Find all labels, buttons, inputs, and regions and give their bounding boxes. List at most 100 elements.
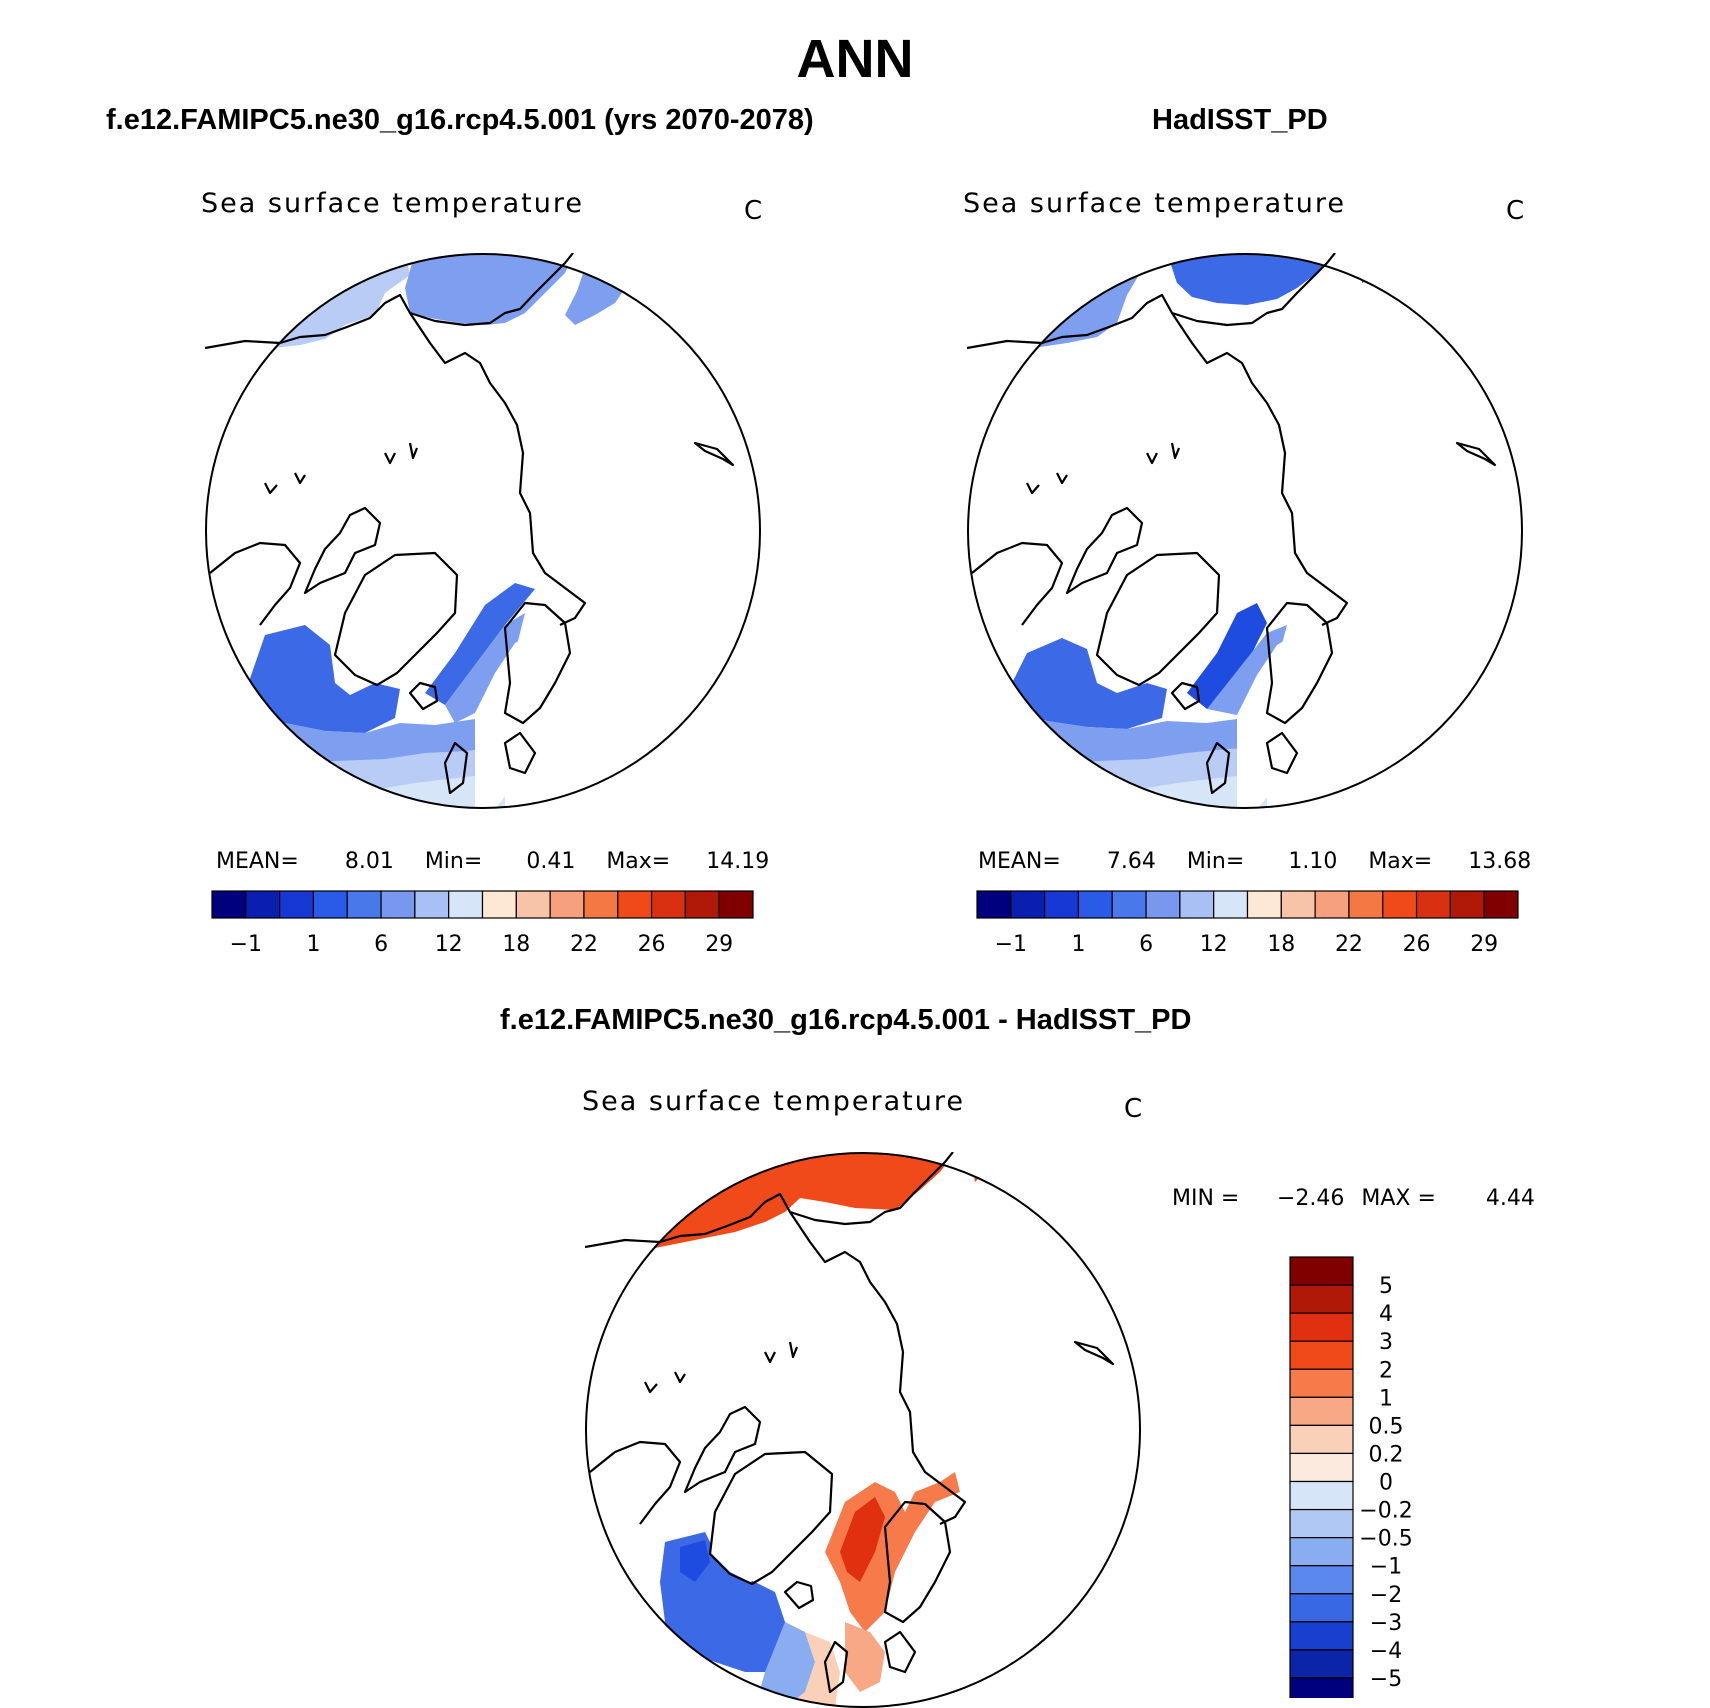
panel-1-colorbar-swatch (346, 890, 382, 919)
panel-2-coastlines (967, 253, 1497, 795)
panel-1-colorbar-swatch (414, 890, 450, 919)
panel-2-colorbar-swatch (976, 890, 1012, 919)
panel-3-max-value: 4.44 (1485, 1186, 1535, 1211)
panel-3-colorbar-swatch (1289, 1284, 1354, 1314)
panel-1-colorbar-swatch (245, 890, 281, 919)
panel-1-stats: MEAN= 8.01 Min= 0.41 Max= 14.19 (216, 849, 769, 874)
panel-2-colorbar-swatch (1179, 890, 1215, 919)
panel-3-colorbar-tick-label: −3 (1370, 1611, 1402, 1636)
panel-2-colorbar-swatch (1246, 890, 1282, 919)
panel-3-colorbar-tick-label: −2 (1370, 1583, 1402, 1608)
panel-2-map-boundary (967, 253, 1523, 809)
panel-2-colorbar-tick-label: 6 (1139, 932, 1153, 957)
panel-1-variable-label: Sea surface temperature (201, 188, 584, 219)
panel-2-colorbar-swatch (1145, 890, 1181, 919)
panel-3-min-value: −2.46 (1276, 1186, 1345, 1211)
panel-2-colorbar-swatch (1483, 890, 1519, 919)
panel-3-colorbar-tick-label: −5 (1370, 1667, 1402, 1692)
nordic-sst-mid (445, 613, 525, 723)
panel-1-units-label: C (744, 196, 763, 226)
panel-3-colorbar-tick-label: 5 (1379, 1274, 1393, 1299)
nordic-sst-mid (1207, 625, 1287, 715)
panel-2-colorbar-swatch (1280, 890, 1316, 919)
panel-3-colorbar-tick-label: −1 (1370, 1555, 1402, 1580)
panel-2-colorbar-tick-label: 22 (1335, 932, 1363, 957)
panel-1-colorbar-tick-label: 22 (570, 932, 598, 957)
greenland-land (1097, 553, 1217, 683)
panel-1-colorbar-swatch (684, 890, 720, 919)
panel-3-colorbar-tick-label: 0.5 (1369, 1414, 1404, 1439)
panel-2-colorbar-tick-label: 26 (1403, 932, 1431, 957)
nordic-diff-core (840, 1497, 885, 1582)
panel-2-map (967, 253, 1523, 809)
panel-3-colorbar-tick-label: 0 (1379, 1471, 1393, 1496)
panel-2-colorbar-tick-label: 29 (1470, 932, 1498, 957)
panel-1-colorbar: −1 1 6 12 18 22 26 29 (211, 890, 754, 957)
panel-1-colorbar-tick-label: 1 (306, 932, 320, 957)
labrador-sst-dark (245, 625, 400, 733)
panel-1-min-label: Min= (424, 849, 483, 874)
pacific-sst-mid (405, 254, 575, 325)
main-title: ANN (796, 29, 914, 89)
panel-1-colorbar-swatch (380, 890, 416, 919)
panel-2-min-value: 1.10 (1288, 849, 1338, 874)
panel-1-max-value: 14.19 (706, 849, 770, 874)
bering-sst (1357, 254, 1387, 283)
panel-1-colorbar-swatch (650, 890, 686, 919)
panel-3-coastlines (585, 1152, 1115, 1694)
panel-2-variable-label: Sea surface temperature (963, 188, 1346, 219)
panel-3-units-label: C (1124, 1094, 1143, 1124)
panel-1-colorbar-swatch (312, 890, 348, 919)
panel-3-colorbar-swatch (1289, 1452, 1354, 1483)
panel-1-colorbar-swatch (515, 890, 551, 919)
nordic-sst-dark (1187, 603, 1267, 709)
panel-1-map (205, 253, 761, 809)
panel-2-colorbar-tick-label: 18 (1267, 932, 1295, 957)
panel-3-colorbar-tick-label: 2 (1379, 1358, 1393, 1383)
panel-3-colorbar-tick-label: −4 (1370, 1639, 1402, 1664)
atlantic-diff-cool (755, 1622, 815, 1707)
panel-1-colorbar-swatch (211, 890, 247, 919)
panel-2-mean-value: 7.64 (1106, 849, 1156, 874)
greenland-land (335, 553, 455, 683)
panel-1-colorbar-swatch (583, 890, 619, 919)
panel-3-colorbar-swatch (1289, 1480, 1354, 1511)
panel-2-colorbar-swatch (1348, 890, 1384, 919)
panel-3-colorbar-swatch (1289, 1537, 1354, 1567)
panel-3-variable-label: Sea surface temperature (582, 1086, 965, 1117)
panel-3-colorbar-tick-label: 3 (1379, 1330, 1393, 1355)
panel-3-map (585, 1152, 1141, 1708)
panel-1-colorbar-swatch (481, 890, 517, 919)
panel-3-colorbar-swatch (1289, 1508, 1354, 1539)
panel-2-colorbar-swatch (1077, 890, 1113, 919)
panel-2-stats: MEAN= 7.64 Min= 1.10 Max= 13.68 (978, 849, 1531, 874)
panel-2-max-value: 13.68 (1468, 849, 1532, 874)
panel-3-colorbar-swatch (1289, 1312, 1354, 1342)
panel-3-colorbar-swatch (1289, 1340, 1354, 1370)
panel-1-min-value: 0.41 (526, 849, 576, 874)
panel-1-colorbar-swatch (718, 890, 754, 919)
atlantic-diff-neutral (785, 1632, 840, 1707)
panel-1-colorbar-tick-label: 18 (502, 932, 530, 957)
panel-3-colorbar-tick-label: −0.5 (1359, 1527, 1412, 1552)
panel-2-colorbar-swatch (1111, 890, 1147, 919)
panel-2-colorbar-tick-label: −1 (995, 932, 1027, 957)
panel-1-title: f.e12.FAMIPC5.ne30_g16.rcp4.5.001 (yrs 2… (106, 104, 814, 136)
nordic-sst-dark (425, 583, 535, 705)
panel-2-min-label: Min= (1186, 849, 1245, 874)
panel-3-colorbar-tick-label: −0.2 (1359, 1499, 1412, 1524)
panel-2-colorbar-swatch (1382, 890, 1418, 919)
labrador-sst-dark (1007, 638, 1167, 729)
panel-1-coastlines (205, 253, 735, 795)
panel-3-colorbar-swatch (1289, 1621, 1354, 1651)
panel-2-max-label: Max= (1368, 849, 1433, 874)
panel-3-colorbar-tick-label: 1 (1379, 1386, 1393, 1411)
panel-3-colorbar-swatch (1289, 1677, 1354, 1698)
panel-2-mean-label: MEAN= (978, 849, 1061, 874)
panel-1-colorbar-tick-label: 6 (374, 932, 388, 957)
northsea-diff-light (845, 1622, 885, 1692)
panel-1-colorbar-tick-label: −1 (230, 932, 262, 957)
panel-1-map-boundary (205, 253, 761, 809)
panel-1-colorbar-swatch (549, 890, 585, 919)
